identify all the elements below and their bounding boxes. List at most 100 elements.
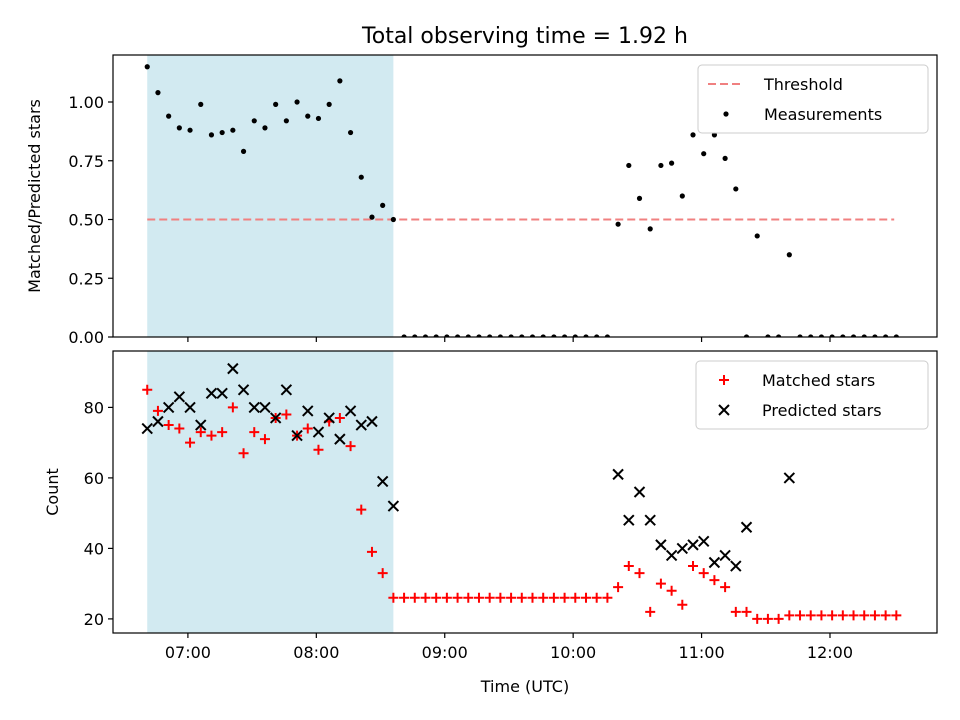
predicted-point: [676, 542, 689, 555]
measurement-point: [615, 221, 621, 227]
measurement-point: [647, 226, 653, 232]
matched-point: [259, 434, 270, 445]
legend-predicted-swatch: [718, 404, 730, 416]
matched-point: [195, 427, 206, 438]
predicted-point: [334, 433, 346, 445]
y-axis-label: Matched/Predicted stars: [25, 99, 44, 293]
predicted-point: [269, 412, 282, 424]
observing-interval-shade: [147, 351, 394, 633]
matched-point: [431, 592, 442, 603]
predicted-point: [687, 539, 699, 551]
measurement-point: [893, 334, 899, 337]
predicted-point: [323, 412, 335, 424]
matched-point: [538, 592, 549, 603]
measurement-point: [487, 334, 493, 337]
matched-point: [399, 592, 410, 603]
matched-point: [602, 592, 613, 603]
measurement-point: [776, 334, 782, 337]
measurement-point: [529, 334, 536, 337]
matched-point: [634, 568, 645, 579]
matched-point: [206, 430, 217, 441]
matched-point: [548, 592, 559, 603]
measurement-point: [808, 334, 814, 337]
matched-point: [452, 592, 463, 603]
y-axis-label: Count: [43, 468, 62, 516]
matched-point: [334, 412, 345, 423]
matched-point: [570, 592, 581, 603]
measurement-point: [786, 252, 792, 258]
measurement-point: [765, 334, 771, 337]
count-panel: 20 40 60 80 07:00 08:00 09:00 10:00 11:00 12:00 Co…: [43, 350, 938, 696]
predicted-point: [366, 415, 378, 428]
legend: Threshold Measurements: [697, 64, 929, 134]
matched-point: [174, 423, 185, 434]
measurement-point: [219, 129, 225, 136]
predicted-point: [237, 384, 250, 396]
predicted-point: [227, 362, 239, 375]
matched-point: [302, 423, 313, 434]
predicted-point: [259, 401, 271, 414]
predicted-point: [612, 468, 624, 481]
measurement-point: [829, 334, 835, 337]
matched-point: [773, 613, 784, 624]
y-tick-label: 20: [84, 610, 104, 629]
legend-label: Threshold: [763, 75, 843, 94]
measurement-point: [850, 334, 857, 337]
matched-point: [473, 592, 484, 603]
predicted-point: [216, 387, 228, 400]
measurement-point: [669, 160, 675, 166]
measurement-point: [155, 90, 161, 96]
matched-point: [720, 582, 731, 593]
matched-point: [891, 610, 902, 621]
matched-point: [463, 592, 474, 603]
matched-point: [527, 592, 538, 603]
measurement-point: [722, 155, 728, 161]
y-tick-label: 40: [84, 539, 104, 558]
matched-point: [805, 610, 816, 621]
matched-point: [645, 606, 656, 617]
y-tick-label: 0.00: [68, 328, 104, 347]
chart-title: Total observing time = 1.92 h: [361, 24, 688, 49]
measurement-point: [208, 132, 215, 138]
matched-point: [859, 610, 870, 621]
measurement-point: [797, 334, 803, 337]
plot-area: [144, 55, 899, 337]
measurement-point: [187, 127, 193, 133]
measurement-point: [540, 334, 546, 337]
matched-point: [666, 585, 677, 596]
predicted-point: [740, 521, 753, 533]
matched-point: [688, 561, 699, 572]
measurement-point: [872, 334, 878, 337]
matched-point: [623, 561, 634, 572]
matched-point: [752, 613, 763, 624]
measurement-point: [433, 334, 439, 337]
series-matched-stars: [142, 384, 902, 624]
measurement-point: [861, 334, 867, 337]
x-tick-label: 08:00: [293, 643, 339, 662]
matched-point: [495, 592, 506, 603]
matched-point: [152, 405, 163, 416]
legend-label: Predicted stars: [762, 401, 882, 420]
matched-point: [142, 384, 153, 395]
ratio-panel: 0.00 0.25 0.50 0.75 1.00 Matched/Predicted st…: [25, 54, 938, 347]
legend-measurement-swatch: [723, 111, 729, 117]
measurement-point: [561, 334, 568, 337]
series-predicted-stars: [141, 362, 796, 572]
measurement-point: [594, 334, 600, 337]
measurement-point: [390, 216, 396, 223]
measurement-point: [347, 129, 354, 136]
measurement-point: [476, 334, 482, 337]
matched-point: [880, 610, 891, 621]
matched-point: [238, 448, 249, 459]
predicted-point: [633, 486, 646, 498]
legend-label: Measurements: [764, 105, 882, 124]
y-tick-label: 80: [84, 398, 104, 417]
y-tick-label: 0.50: [68, 211, 104, 230]
predicted-point: [655, 539, 667, 551]
measurement-point: [519, 334, 525, 337]
predicted-point: [291, 429, 303, 442]
measurement-point: [583, 334, 589, 337]
legend-item: Measurements: [723, 105, 882, 124]
matched-point: [420, 592, 431, 603]
